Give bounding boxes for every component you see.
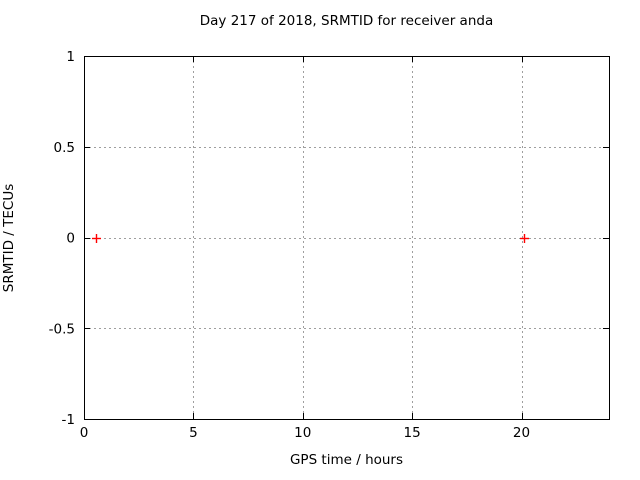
x-axis-label: GPS time / hours — [289, 452, 404, 468]
y-tick-label: 0 — [66, 231, 75, 247]
x-tick-label: 15 — [404, 425, 421, 441]
chart-title: Day 217 of 2018, SRMTID for receiver and… — [199, 13, 494, 29]
y-tick-label: -0.5 — [49, 321, 75, 337]
y-tick-label: -1 — [62, 412, 75, 428]
y-tick-label: 1 — [66, 49, 75, 65]
x-tick-label: 5 — [189, 425, 198, 441]
x-tick-label: 20 — [513, 425, 530, 441]
plot-border — [84, 56, 610, 420]
x-tick-label: 10 — [294, 425, 311, 441]
y-tick-label: 0.5 — [54, 140, 75, 156]
x-tick-label: 0 — [80, 425, 89, 441]
